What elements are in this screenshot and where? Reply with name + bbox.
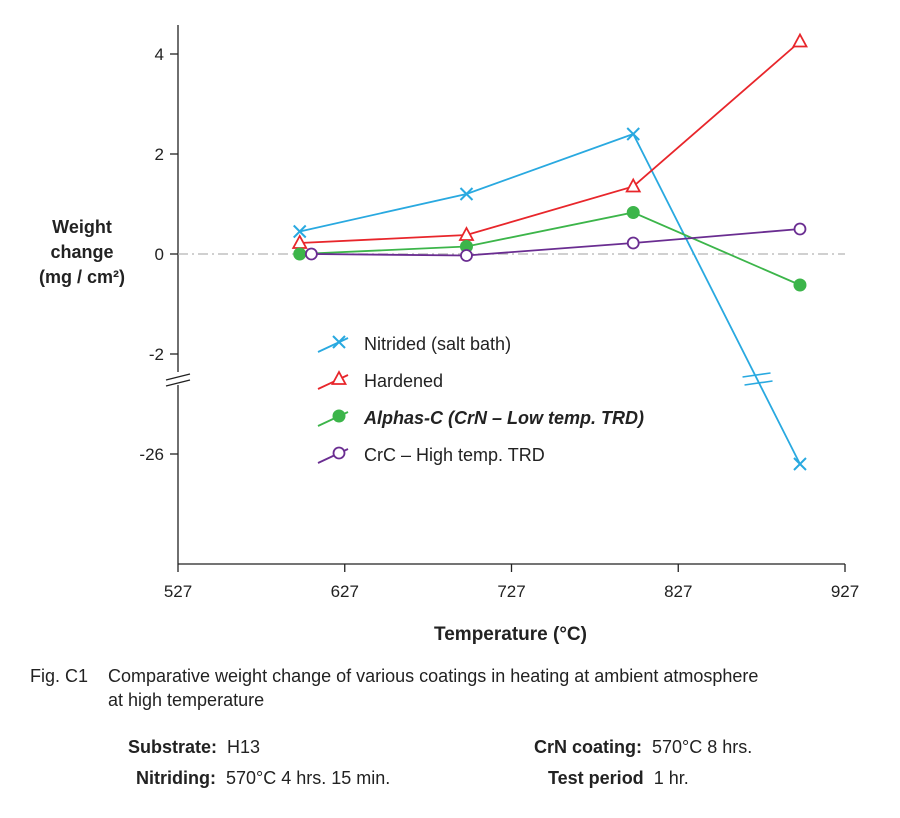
x-tick-label: 727 — [497, 582, 525, 601]
series-layer — [291, 32, 808, 471]
point-marker-dot — [332, 409, 346, 423]
point-marker-dot — [626, 206, 640, 219]
point-marker-circle — [460, 249, 473, 262]
spec-test-period: Test period 1 hr. — [548, 768, 689, 789]
point-marker-triangle — [625, 177, 642, 193]
legend-label: CrC – High temp. TRD — [364, 445, 545, 465]
spec-nitriding: Nitriding: 570°C 4 hrs. 15 min. — [136, 768, 390, 789]
legend-item-1: Hardened — [317, 370, 443, 391]
legend-item-0: Nitrided (salt bath) — [317, 334, 511, 354]
series-line — [299, 132, 801, 465]
point-marker-x — [332, 335, 346, 349]
x-axis-label: Temperature (°C) — [434, 624, 587, 645]
point-marker-dot — [793, 278, 807, 292]
legend-item-2: Alphas-C (CrN – Low temp. TRD) — [317, 408, 644, 428]
y-axis-break-mark — [165, 379, 191, 387]
point-marker-triangle — [330, 370, 348, 385]
caption-line2: at high temperature — [108, 690, 265, 710]
series-0 — [293, 127, 807, 471]
x-tick-label: 827 — [664, 582, 692, 601]
series-line — [299, 40, 801, 244]
point-marker-triangle — [791, 32, 808, 48]
legend-label: Hardened — [364, 371, 443, 391]
y-axis-label: (mg / cm²) — [39, 267, 125, 287]
y-tick-label: 0 — [155, 245, 164, 264]
legend-swatch — [317, 337, 349, 353]
y-axis-break-mark — [165, 373, 191, 381]
y-tick-label: -26 — [139, 445, 164, 464]
point-marker-x — [459, 187, 474, 201]
spec-nitriding-value: 570°C 4 hrs. 15 min. — [226, 768, 391, 788]
spec-substrate-value: H13 — [227, 737, 261, 757]
y-axis-label: change — [50, 242, 113, 262]
spec-test-value: 1 hr. — [653, 768, 689, 788]
spec-test-label: Test period — [548, 768, 644, 788]
y-tick-label: 4 — [155, 45, 164, 64]
series-line — [311, 228, 801, 257]
x-tick-label: 527 — [164, 582, 192, 601]
y-axis-label: Weight — [52, 217, 112, 237]
legend: Nitrided (salt bath) Hardened Alphas-C (Cr… — [317, 334, 644, 465]
series-break-mark — [744, 380, 773, 386]
axes: 4 2 0 -2 -26 527 627 727 827 927 Weight change (mg /… — [39, 25, 859, 645]
caption-line1: Comparative weight change of various coa… — [108, 666, 759, 686]
point-marker-x — [793, 457, 807, 471]
series-line — [299, 211, 801, 286]
legend-label: Alphas-C (CrN – Low temp. TRD) — [363, 408, 644, 428]
weight-change-chart: 4 2 0 -2 -26 527 627 727 827 927 Weight change (mg /… — [39, 25, 859, 645]
series-break-mark — [742, 372, 771, 378]
x-tick-label: 627 — [331, 582, 359, 601]
legend-label: Nitrided (salt bath) — [364, 334, 511, 354]
figure-caption: Fig. C1 Comparative weight change of vari… — [30, 664, 890, 712]
spec-crn-value: 570°C 8 hrs. — [652, 737, 753, 757]
series-1 — [291, 32, 808, 249]
y-tick-label: -2 — [149, 345, 164, 364]
legend-item-3: CrC – High temp. TRD — [317, 445, 545, 465]
point-marker-circle — [332, 446, 346, 460]
spec-crn-label: CrN coating: — [534, 737, 642, 757]
series-2 — [293, 206, 807, 292]
spec-nitriding-label: Nitriding: — [136, 768, 216, 788]
point-marker-circle — [626, 236, 640, 250]
caption-number: Fig. C1 — [30, 666, 89, 686]
point-marker-x — [293, 224, 307, 239]
x-tick-label: 927 — [831, 582, 859, 601]
point-marker-dot — [293, 247, 307, 261]
y-tick-label: 2 — [155, 145, 164, 164]
series-3 — [304, 222, 807, 262]
point-marker-x — [626, 127, 640, 141]
spec-crn-coating: CrN coating: 570°C 8 hrs. — [534, 737, 752, 758]
point-marker-circle — [793, 222, 807, 236]
spec-substrate-label: Substrate: — [128, 737, 218, 757]
spec-substrate: Substrate: H13 — [128, 737, 260, 758]
point-marker-circle — [304, 247, 318, 261]
